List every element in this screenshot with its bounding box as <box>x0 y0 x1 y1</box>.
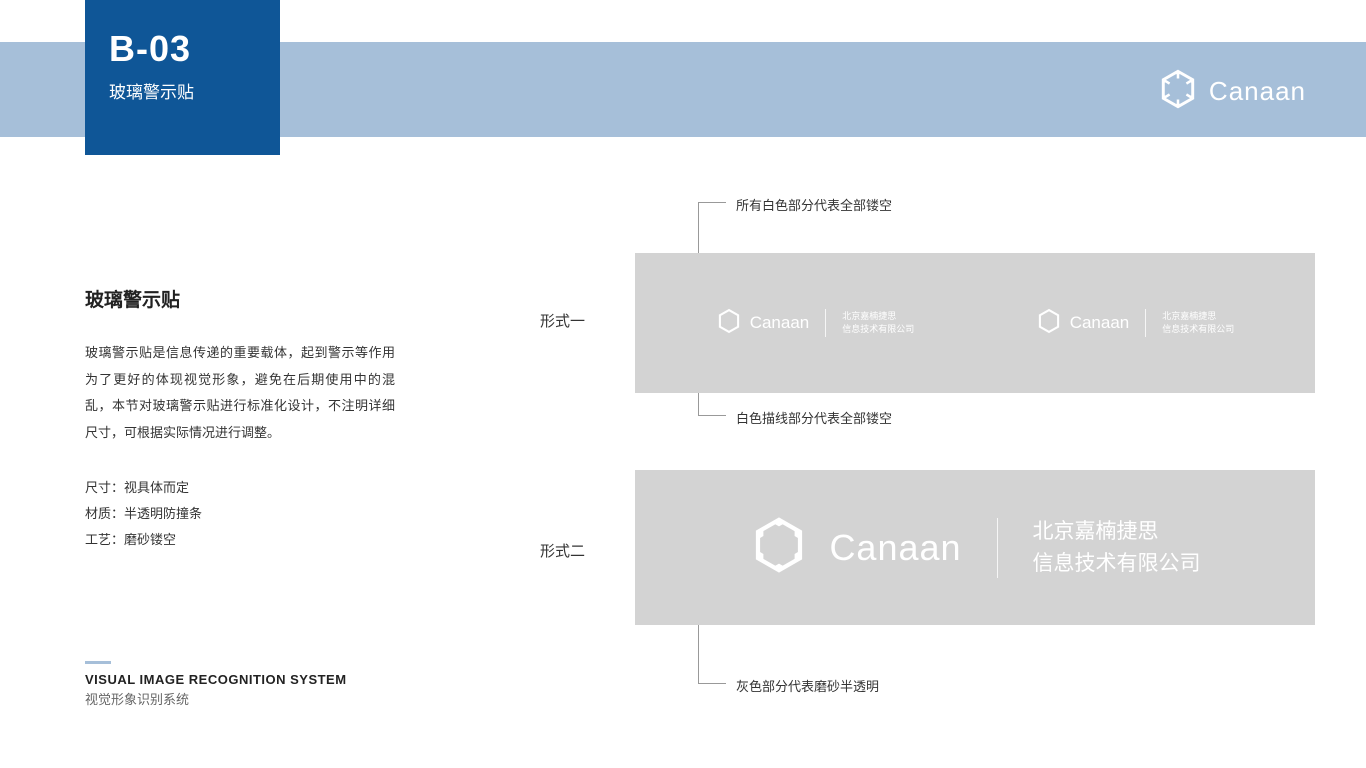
spec-process: 工艺：磨砂镂空 <box>85 527 395 553</box>
form1-label: 形式一 <box>540 310 585 331</box>
spec-size: 尺寸：视具体而定 <box>85 475 395 501</box>
logo-unit-small-2: Canaan 北京嘉楠捷思 信息技术有限公司 <box>1036 308 1235 339</box>
annotation-hline <box>698 202 726 203</box>
footer-accent-line <box>85 661 111 664</box>
brand-logo-header: Canaan <box>1157 68 1306 115</box>
strip-form1: Canaan 北京嘉楠捷思 信息技术有限公司 Canaan 北京嘉楠捷思 信息技… <box>635 253 1315 393</box>
section-title: 玻璃警示贴 <box>85 285 395 312</box>
annotation-hline <box>698 683 726 684</box>
spec-list: 尺寸：视具体而定 材质：半透明防撞条 工艺：磨砂镂空 <box>85 475 395 553</box>
spec-material: 材质：半透明防撞条 <box>85 501 395 527</box>
brand-name-header: Canaan <box>1209 76 1306 107</box>
brand-name-large: Canaan <box>829 527 961 569</box>
annotation-top: 所有白色部分代表全部镂空 <box>698 195 892 214</box>
page-code: B-03 <box>109 28 256 70</box>
logo-unit-small-1: Canaan 北京嘉楠捷思 信息技术有限公司 <box>716 308 915 339</box>
annotation-top-text: 所有白色部分代表全部镂空 <box>736 195 892 214</box>
hexagon-logo-icon <box>1036 308 1062 339</box>
company-name-large: 北京嘉楠捷思 信息技术有限公司 <box>1033 516 1201 579</box>
brand-name-small: Canaan <box>750 313 810 333</box>
annotation-vline <box>698 393 699 415</box>
page-code-block: B-03 玻璃警示贴 <box>85 0 280 155</box>
annotation-vline <box>698 202 699 260</box>
annotation-hline <box>698 415 726 416</box>
footer-en: VISUAL IMAGE RECOGNITION SYSTEM <box>85 672 347 687</box>
hexagon-logo-icon <box>1157 68 1199 115</box>
company-name-small: 北京嘉楠捷思 信息技术有限公司 <box>842 310 914 335</box>
footer: VISUAL IMAGE RECOGNITION SYSTEM 视觉形象识别系统 <box>85 661 347 708</box>
form2-label: 形式二 <box>540 540 585 561</box>
divider-line <box>825 309 826 337</box>
page-code-title: 玻璃警示贴 <box>109 78 256 103</box>
left-column: 玻璃警示贴 玻璃警示贴是信息传递的重要载体，起到警示等作用为了更好的体现视觉形象… <box>85 285 395 553</box>
footer-cn: 视觉形象识别系统 <box>85 689 347 708</box>
hexagon-logo-icon <box>716 308 742 339</box>
section-description: 玻璃警示贴是信息传递的重要载体，起到警示等作用为了更好的体现视觉形象，避免在后期… <box>85 340 395 447</box>
divider-line <box>1145 309 1146 337</box>
annotation-mid-text: 白色描线部分代表全部镂空 <box>736 408 892 427</box>
company-name-small: 北京嘉楠捷思 信息技术有限公司 <box>1162 310 1234 335</box>
annotation-vline <box>698 625 699 683</box>
annotation-bot-text: 灰色部分代表磨砂半透明 <box>736 676 879 695</box>
hexagon-logo-icon <box>749 515 809 580</box>
brand-name-small: Canaan <box>1070 313 1130 333</box>
strip-form2: Canaan 北京嘉楠捷思 信息技术有限公司 <box>635 470 1315 625</box>
divider-line <box>997 518 998 578</box>
